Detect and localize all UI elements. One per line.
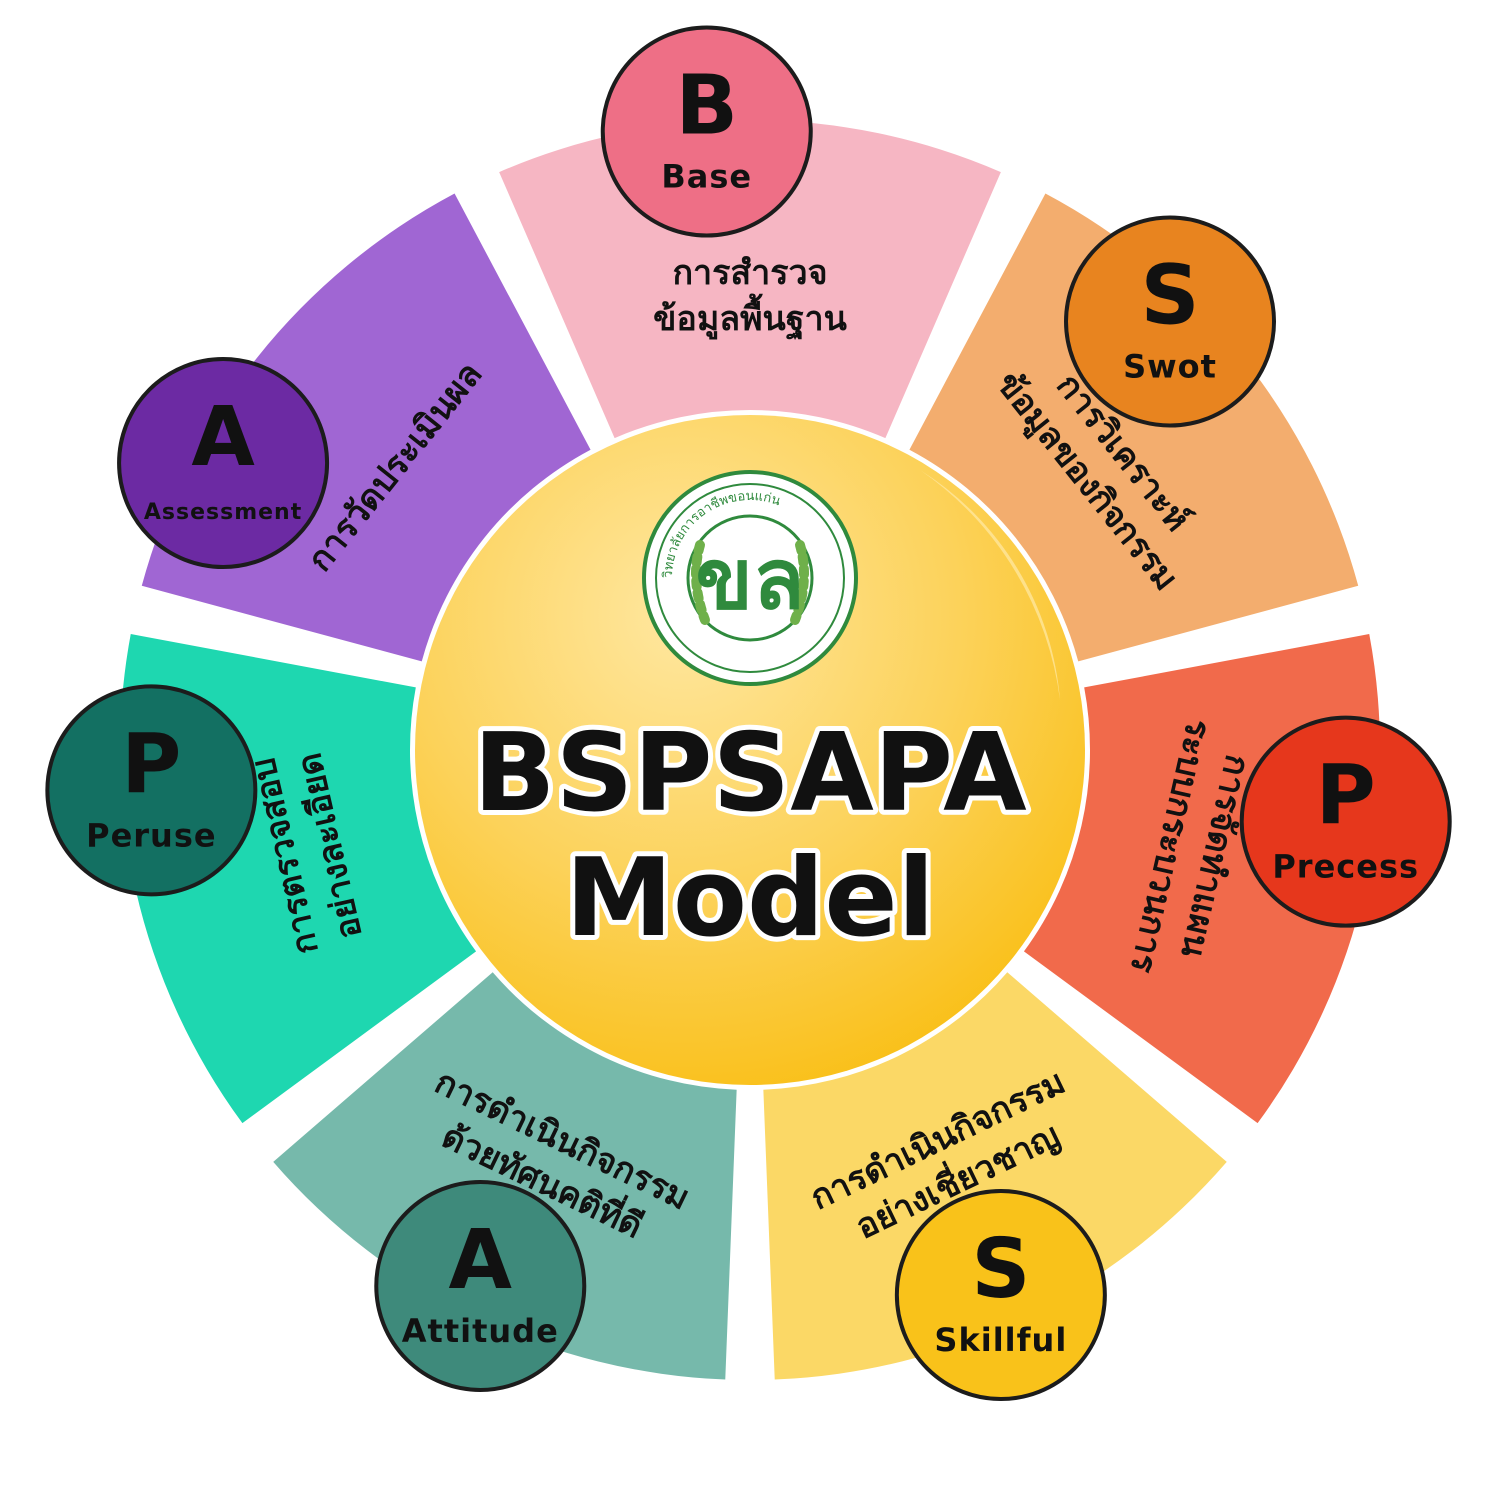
center-circle [415,415,1085,1085]
model-title: BSPSAPA [473,711,1027,836]
segment-base [499,120,1001,439]
badge-letter-skillful: S [971,1222,1030,1317]
badge-letter-precess: P [1316,749,1376,844]
badge-letter-attitude: A [449,1213,513,1308]
badge-word-base: Base [661,158,752,196]
badge-letter-assessment: A [191,390,255,485]
segment-swot [909,193,1359,662]
badge-attitude: A Attitude [374,1179,587,1392]
badge-circle-assessment [117,357,330,570]
badge-word-assessment: Assessment [144,500,302,525]
badge-precess: P Precess [1239,715,1452,928]
logo-monogram: ขล [696,530,805,628]
badge-circle-skillful [894,1189,1107,1402]
badge-word-peruse: Peruse [86,816,216,854]
badge-peruse: P Peruse [45,684,258,897]
badge-word-skillful: Skillful [934,1321,1067,1359]
badge-circle-attitude [374,1179,587,1392]
segment-description-base-2: ข้อมูลพื้นฐาน [653,293,847,341]
badge-circle-swot [1064,215,1277,428]
badge-circle-precess [1239,715,1452,928]
school-logo: วิทยาลัยการอาชีพขอนแก่น ขล [642,470,858,686]
badge-letter-peruse: P [121,717,181,812]
badge-letter-swot: S [1140,249,1199,344]
badge-skillful: S Skillful [894,1189,1107,1402]
model-subtitle: Model [565,836,934,961]
badge-swot: S Swot [1064,215,1277,428]
badge-circle-peruse [45,684,258,897]
segment-attitude [273,972,737,1380]
badge-circle-base [600,25,813,238]
badge-letter-base: B [675,59,738,154]
badges-layer: B Base S Swot P Precess S Skillful A Attitude P Per… [45,25,1452,1402]
laurel-icon [691,540,809,625]
badge-word-swot: Swot [1123,348,1217,386]
segment-skillful [763,972,1227,1380]
badge-word-attitude: Attitude [402,1312,559,1350]
badge-base: B Base [600,25,813,238]
badge-word-precess: Precess [1272,848,1419,886]
badge-assessment: A Assessment [117,357,330,570]
segment-description-base-1: การสำรวจ [672,253,827,293]
